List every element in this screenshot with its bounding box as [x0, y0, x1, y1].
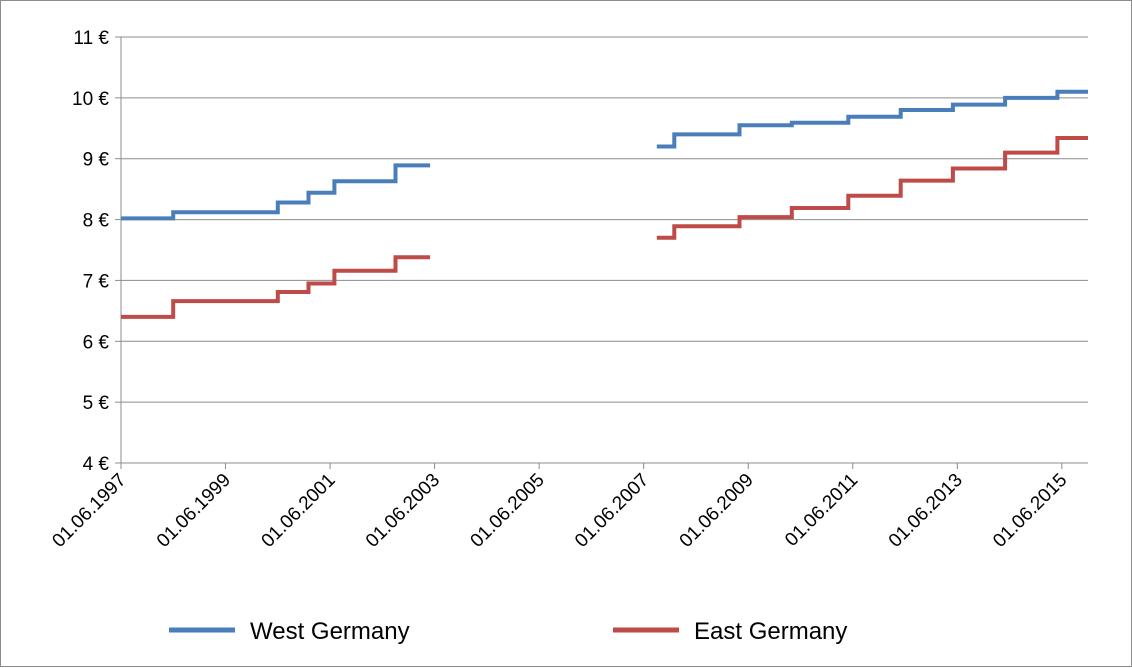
x-tick-label: 01.06.1999: [153, 470, 235, 552]
x-tick-label: 01.06.2007: [571, 470, 653, 552]
x-tick-label: 01.06.2011: [781, 470, 862, 551]
x-tick-label: 01.06.2009: [676, 470, 758, 552]
x-tick-label: 01.06.2003: [362, 470, 444, 552]
y-tick-label: 10 €: [72, 89, 109, 110]
y-tick-label: 11 €: [73, 28, 109, 49]
x-tick-label: 01.06.1997: [48, 470, 130, 552]
x-tick-label: 01.06.2015: [989, 470, 1071, 552]
y-tick-label: 5 €: [83, 393, 110, 414]
series-line-west-germany: [121, 163, 431, 221]
legend-label-east-germany: East Germany: [694, 618, 847, 645]
y-tick-label: 6 €: [83, 332, 110, 353]
gridlines: [121, 36, 1088, 464]
x-tick-label: 01.06.2013: [885, 470, 967, 552]
series-line-east-germany: [656, 136, 1088, 240]
x-tick-label: 01.06.2005: [467, 470, 549, 552]
y-tick-label: 8 €: [83, 211, 110, 232]
x-tick-label: 01.06.2001: [258, 470, 340, 552]
y-tick-label: 4 €: [83, 454, 110, 475]
series-layer: [121, 89, 1088, 319]
axes: 4 € 5 € 6 € 7 € 8 € 9 € 10 € 11 € 01.06.1997 01.0…: [48, 28, 1088, 552]
y-tick-label: 7 €: [83, 271, 110, 292]
y-tick-label: 9 €: [83, 150, 110, 171]
legend: West Germany East Germany: [169, 618, 847, 645]
series-line-east-germany: [121, 255, 431, 319]
series-line-west-germany: [656, 89, 1088, 149]
legend-label-west-germany: West Germany: [250, 618, 410, 645]
